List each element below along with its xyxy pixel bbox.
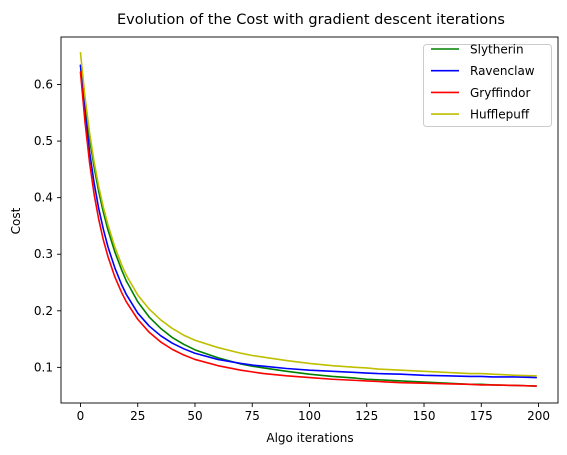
y-tick-label: 0.5: [34, 134, 53, 148]
x-tick-label: 75: [245, 409, 260, 423]
x-tick-label: 0: [77, 409, 85, 423]
axes: 0 25 50 75 100 125 150 175 200 0.1 0.2 0.3 0.4 0.5 0.6: [34, 36, 559, 423]
series-line-ravenclaw: [79, 64, 538, 379]
x-tick-label: 25: [130, 409, 145, 423]
y-tick-label: 0.3: [34, 247, 53, 261]
x-tick-label: 175: [470, 409, 493, 423]
y-tick-label: 0.2: [34, 304, 53, 318]
x-tick-label: 125: [355, 409, 378, 423]
legend-label-gryffindor: Gryffindor: [470, 86, 531, 100]
y-tick-label: 0.1: [34, 360, 53, 374]
legend-box: [423, 44, 552, 127]
x-tick-label: 50: [187, 409, 202, 423]
legend: Slytherin Ravenclaw Gryffindor Hufflepuff: [423, 43, 552, 127]
y-tick-label: 0.4: [34, 191, 53, 205]
x-tick-label: 150: [413, 409, 436, 423]
plot-area: [79, 52, 538, 387]
legend-label-slytherin: Slytherin: [470, 43, 524, 57]
x-tick-label: 200: [527, 409, 550, 423]
legend-label-ravenclaw: Ravenclaw: [470, 64, 535, 78]
series-line-hufflepuff: [79, 52, 538, 377]
series-line-gryffindor: [79, 71, 538, 387]
y-tick-label: 0.6: [34, 78, 53, 92]
chart-title: Evolution of the Cost with gradient desc…: [117, 12, 505, 28]
legend-label-hufflepuff: Hufflepuff: [470, 108, 530, 122]
y-axis-label: Cost: [9, 207, 23, 234]
x-tick-label: 100: [298, 409, 321, 423]
x-axis-label: Algo iterations: [266, 431, 353, 445]
